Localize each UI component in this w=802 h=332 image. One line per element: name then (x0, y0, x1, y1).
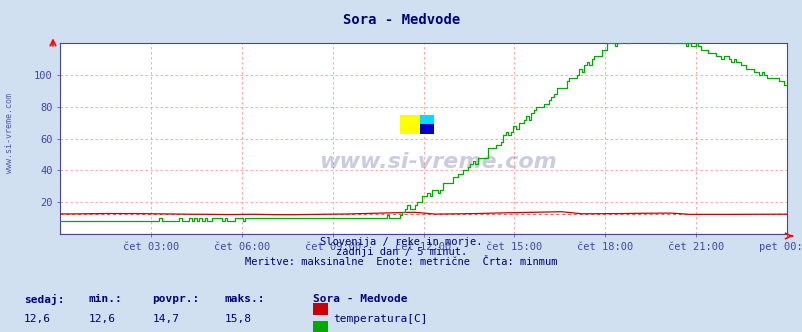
Bar (419, 115, 434, 124)
Text: Slovenija / reke in morje.: Slovenija / reke in morje. (320, 237, 482, 247)
Text: povpr.:: povpr.: (152, 294, 200, 304)
Text: 12,6: 12,6 (24, 314, 51, 324)
Text: temperatura[C]: temperatura[C] (333, 314, 427, 324)
Text: www.si-vreme.com: www.si-vreme.com (5, 93, 14, 173)
Bar (419, 124, 434, 134)
Bar (399, 115, 419, 124)
Text: 12,6: 12,6 (88, 314, 115, 324)
Text: Meritve: maksinalne  Enote: metrične  Črta: minmum: Meritve: maksinalne Enote: metrične Črta… (245, 257, 557, 267)
Text: sedaj:: sedaj: (24, 294, 64, 305)
Text: 14,7: 14,7 (152, 314, 180, 324)
Text: min.:: min.: (88, 294, 122, 304)
Text: 15,8: 15,8 (225, 314, 252, 324)
Text: Sora - Medvode: Sora - Medvode (342, 13, 460, 27)
Bar (399, 124, 419, 134)
Text: www.si-vreme.com: www.si-vreme.com (319, 151, 557, 172)
Text: maks.:: maks.: (225, 294, 265, 304)
Text: Sora - Medvode: Sora - Medvode (313, 294, 407, 304)
Text: zadnji dan / 5 minut.: zadnji dan / 5 minut. (335, 247, 467, 257)
